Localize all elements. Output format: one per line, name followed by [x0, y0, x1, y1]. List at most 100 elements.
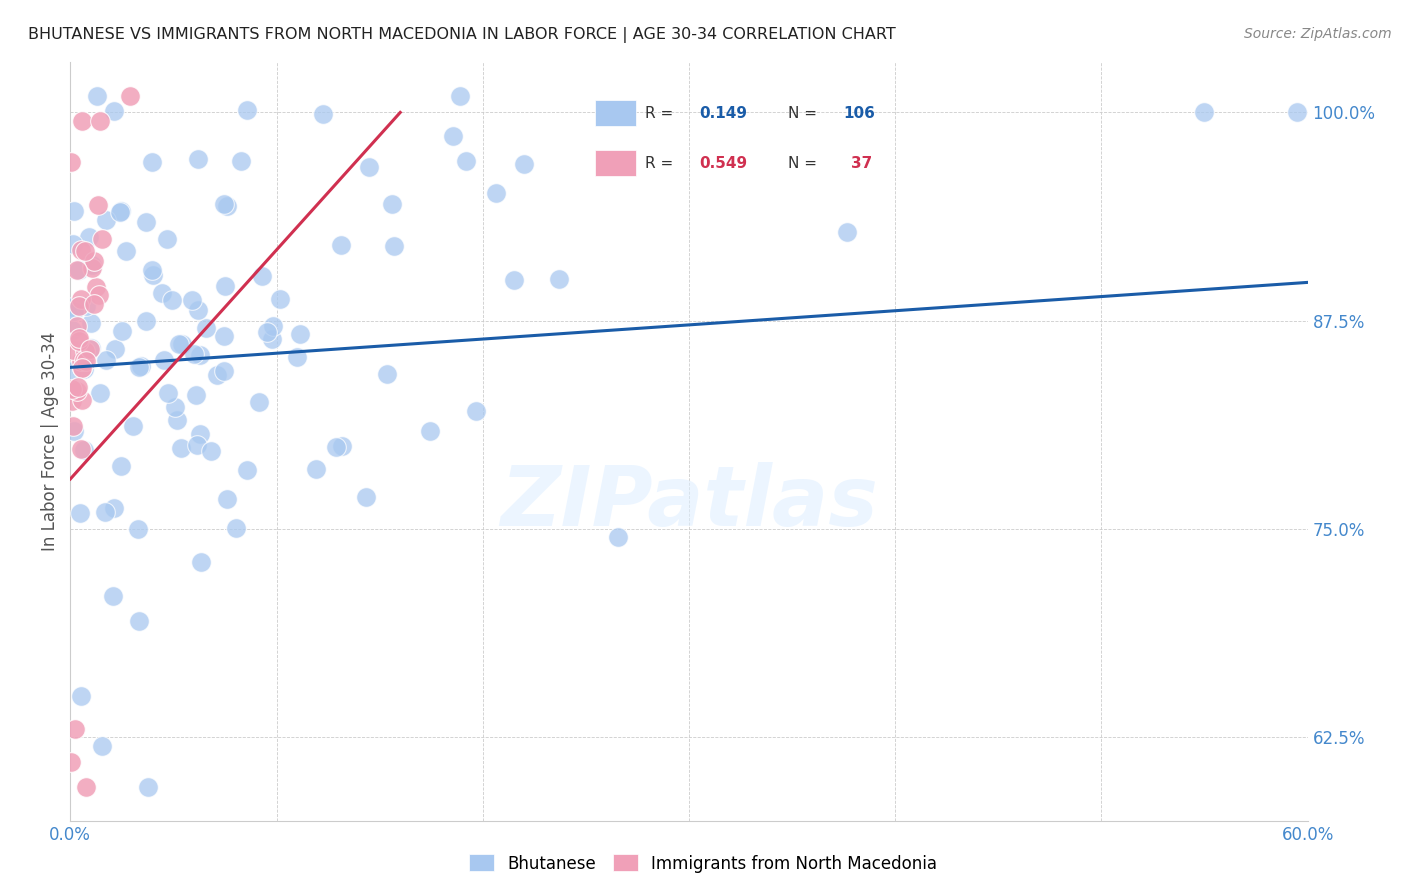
Point — [382, 239, 405, 253]
Point — [60, 323, 83, 337]
Point — [288, 327, 311, 342]
Point — [67, 263, 90, 277]
Point — [103, 104, 125, 119]
Point — [70, 353, 93, 368]
Point — [69, 292, 91, 306]
Point — [80, 316, 103, 330]
Point — [72, 442, 94, 457]
Point — [67, 380, 90, 394]
Point — [67, 299, 90, 313]
Point — [138, 780, 160, 795]
Point — [83, 297, 105, 311]
Point — [72, 360, 94, 375]
Point — [153, 353, 176, 368]
Point — [205, 368, 228, 382]
Point — [122, 418, 145, 433]
Point — [194, 320, 217, 334]
Point — [229, 153, 252, 168]
Point — [186, 438, 208, 452]
Point — [94, 505, 117, 519]
Point — [187, 302, 209, 317]
Point — [75, 244, 97, 258]
Point — [89, 385, 111, 400]
Point — [212, 364, 235, 378]
Point — [503, 273, 526, 287]
Point — [75, 780, 97, 795]
Point — [837, 225, 859, 239]
Point — [77, 230, 100, 244]
Point — [375, 367, 398, 381]
Point — [128, 359, 150, 374]
Point — [75, 299, 97, 313]
Point — [96, 352, 118, 367]
Point — [69, 442, 91, 457]
Point — [110, 458, 132, 473]
Point — [63, 203, 86, 218]
Point — [156, 232, 179, 246]
Point — [79, 342, 101, 356]
Point — [67, 331, 90, 345]
Text: ZIPatlas: ZIPatlas — [501, 462, 877, 542]
Point — [135, 314, 157, 328]
Point — [325, 441, 347, 455]
Point — [329, 237, 352, 252]
Point — [236, 103, 259, 117]
Point — [142, 268, 165, 283]
Point — [129, 359, 152, 373]
Point — [91, 232, 114, 246]
Point — [86, 198, 108, 212]
Point — [166, 413, 188, 427]
Point — [62, 418, 84, 433]
Point — [330, 440, 353, 454]
Point — [62, 343, 84, 357]
Point — [66, 384, 89, 398]
Point — [70, 243, 93, 257]
Point — [215, 492, 238, 507]
Point — [80, 260, 103, 275]
Point — [454, 154, 477, 169]
Point — [607, 530, 630, 544]
Point — [1286, 105, 1309, 120]
Point — [65, 319, 87, 334]
Point — [187, 152, 209, 166]
Point — [70, 392, 93, 407]
Point — [464, 404, 486, 418]
Point — [214, 279, 236, 293]
Point — [135, 215, 157, 229]
Point — [60, 756, 83, 770]
Point — [111, 324, 134, 338]
Y-axis label: In Labor Force | Age 30-34: In Labor Force | Age 30-34 — [41, 332, 59, 551]
Point — [200, 444, 222, 458]
Point — [73, 343, 96, 358]
Point — [485, 186, 508, 200]
Point — [170, 337, 193, 351]
Point — [127, 522, 149, 536]
Point — [80, 341, 103, 355]
Point — [169, 442, 191, 456]
Point — [250, 268, 273, 283]
Point — [103, 500, 125, 515]
Point — [87, 288, 110, 302]
Point — [183, 347, 205, 361]
Point — [89, 113, 111, 128]
Point — [70, 113, 93, 128]
Point — [214, 329, 236, 343]
Point — [215, 199, 238, 213]
Point — [181, 293, 204, 307]
Point — [60, 394, 83, 409]
Point — [441, 128, 464, 143]
Point — [184, 388, 207, 402]
Point — [449, 88, 471, 103]
Point — [114, 244, 136, 258]
Point — [188, 349, 211, 363]
Point — [86, 88, 108, 103]
Point — [190, 555, 212, 569]
Point — [260, 332, 283, 346]
Point — [60, 364, 83, 378]
Point — [305, 462, 328, 476]
Point — [108, 205, 131, 219]
Point — [104, 342, 127, 356]
Point — [63, 722, 86, 736]
Point — [73, 352, 96, 367]
Point — [86, 280, 108, 294]
